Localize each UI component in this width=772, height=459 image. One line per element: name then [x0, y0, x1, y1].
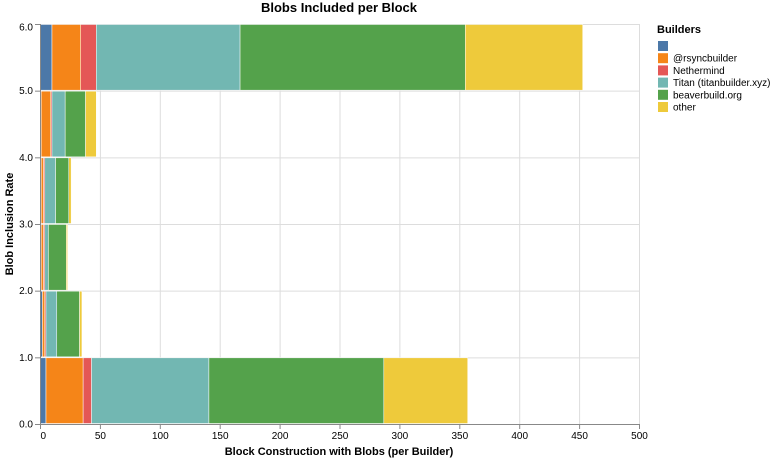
bar-segment	[45, 290, 58, 358]
bar-segment	[56, 290, 80, 358]
bar-segment	[44, 224, 49, 291]
y-axis-title: Blob Inclusion Rate	[4, 173, 16, 276]
legend-swatch	[658, 65, 668, 76]
bar-segment	[66, 224, 68, 291]
bar-segment	[82, 357, 92, 424]
x-tick-label: 150	[212, 431, 229, 442]
bar-segment	[40, 224, 44, 291]
legend-label: Titan (titanbuilder.xyz)	[673, 78, 770, 89]
bar-segment	[42, 290, 46, 358]
bar-segment	[91, 357, 210, 424]
bar-segment	[79, 290, 83, 358]
bar-segment	[208, 357, 385, 424]
legend-swatch	[658, 53, 668, 64]
bar-segment	[45, 357, 84, 424]
legend-label: Nethermind	[673, 66, 725, 77]
legend-swatch	[658, 89, 668, 100]
bar-segment	[48, 224, 67, 291]
bar-segment	[383, 357, 468, 424]
y-tick-label: 2.0	[19, 286, 33, 297]
y-tick-label: 4.0	[19, 153, 33, 164]
x-tick-label: 0	[41, 431, 47, 442]
legend-label: other	[673, 103, 696, 114]
x-tick-label: 100	[152, 431, 169, 442]
legend-swatch	[658, 41, 668, 51]
bar-segment	[44, 157, 56, 224]
x-tick-label: 500	[631, 431, 648, 442]
bar-segment	[96, 24, 241, 91]
legend-swatch	[658, 77, 668, 88]
legend-label: beaverbuild.org	[673, 90, 742, 101]
axes: 0 50 100 150 200 250 300 350 400 450 500 0.0 1.0 2.0 3…	[19, 23, 648, 443]
y-tick-label: 1.0	[19, 353, 33, 364]
bars	[39, 24, 583, 424]
bar-segment	[51, 90, 66, 158]
bar-segment	[64, 90, 86, 158]
legend-title: Builders	[657, 24, 701, 36]
bar-segment	[68, 157, 72, 224]
x-tick-label: 400	[511, 431, 528, 442]
y-tick-label: 3.0	[19, 220, 33, 231]
bar-segment	[40, 157, 44, 224]
y-tick-label: 6.0	[19, 23, 33, 34]
x-tick-label: 450	[571, 431, 588, 442]
bar-segment	[55, 157, 70, 224]
y-tick-label: 0.0	[19, 420, 33, 431]
y-tick-label: 5.0	[19, 86, 33, 97]
bar-segment	[40, 90, 52, 158]
x-tick-label: 250	[332, 431, 349, 442]
x-tick-label: 50	[95, 431, 107, 442]
legend-label: @rsyncbuilder	[673, 54, 738, 65]
x-axis-title: Block Construction with Blobs (per Build…	[225, 446, 454, 458]
bar-segment	[85, 90, 97, 158]
bar-segment	[39, 24, 53, 91]
bar-segment	[80, 24, 97, 91]
chart-title: Blobs Included per Block	[261, 0, 418, 15]
legend-swatch	[658, 102, 668, 112]
bar-segment	[51, 24, 81, 91]
bar-segment	[465, 24, 583, 91]
x-tick-label: 200	[272, 431, 289, 442]
x-tick-label: 350	[451, 431, 468, 442]
bar-segment	[239, 24, 466, 91]
x-tick-label: 300	[392, 431, 409, 442]
